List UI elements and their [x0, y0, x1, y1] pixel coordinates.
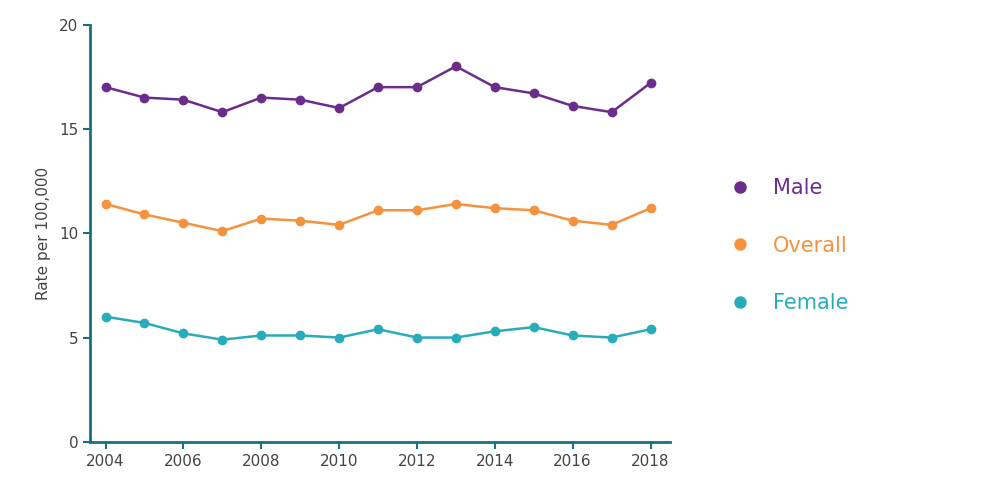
Legend: Male, Overall, Female: Male, Overall, Female: [710, 170, 857, 321]
Y-axis label: Rate per 100,000: Rate per 100,000: [36, 166, 51, 300]
